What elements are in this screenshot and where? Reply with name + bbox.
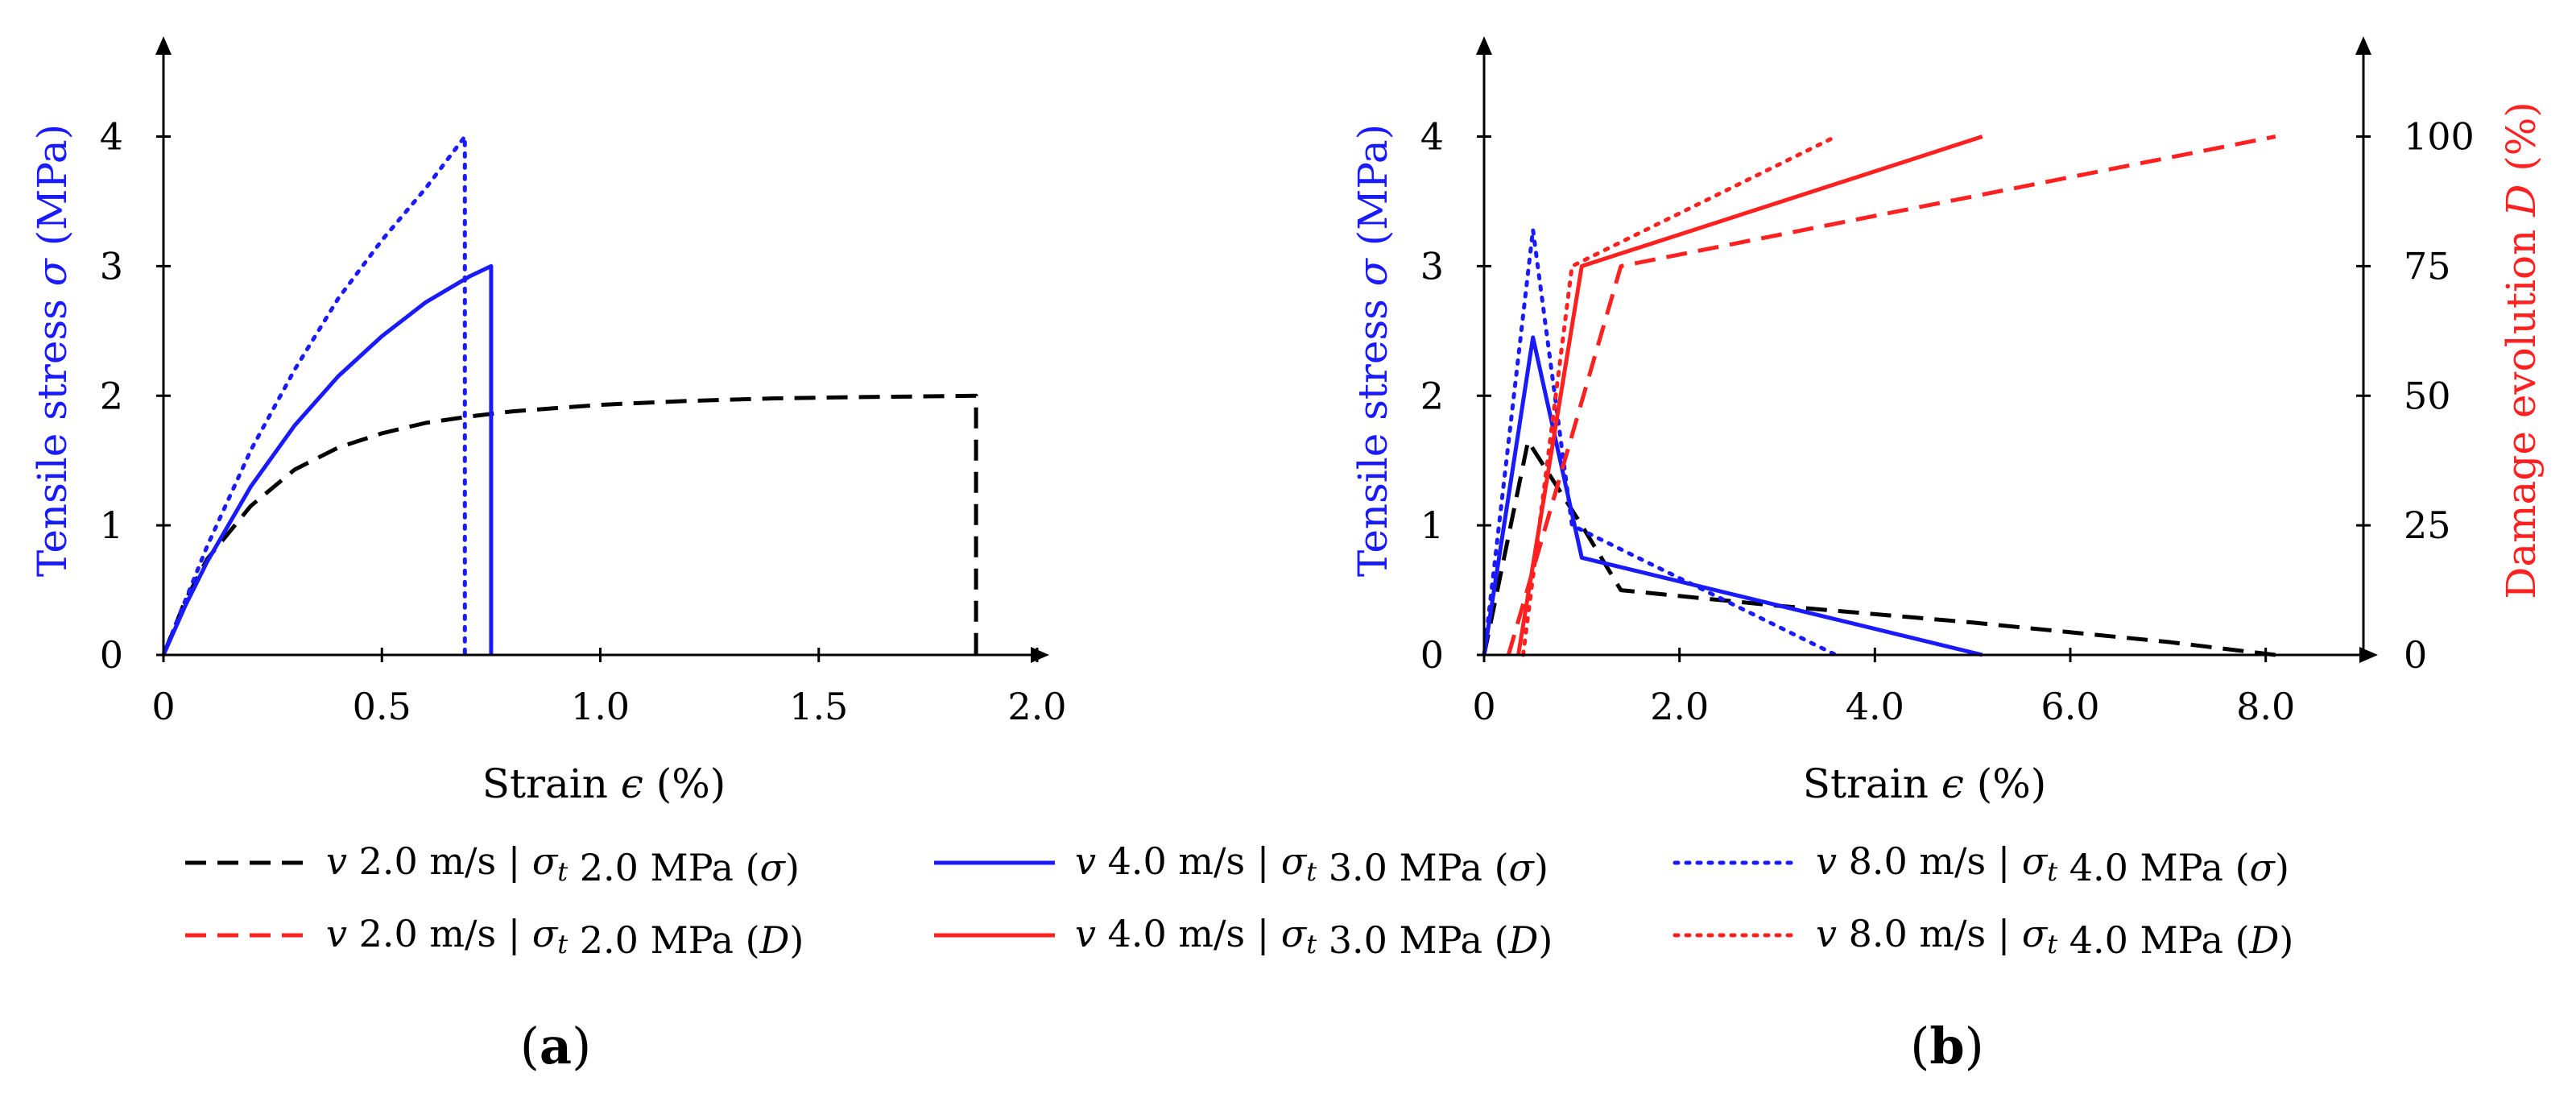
panel-a-x-tick-label: 1.5 (789, 685, 848, 728)
panel-a-y-tick-label: 1 (100, 503, 123, 547)
panel-a-y-tick-label: 4 (100, 115, 123, 159)
panel-a-ticks: 0 0.5 1.0 1.5 2.0 0 1 2 3 4 (100, 115, 1067, 728)
panel-b-y-tick-label: 4 (1420, 115, 1444, 159)
panel-b-y2-tick-label: 50 (2404, 374, 2451, 417)
legend-label-6: v 8.0 m/s | σt 4.0 MPa (D) (1816, 912, 2293, 962)
panel-b-y2-tick-label: 100 (2404, 115, 2475, 159)
legend-label-1: v 2.0 m/s | σt 2.0 MPa (σ) (326, 839, 800, 889)
panel-b-series-3 (1482, 227, 1838, 657)
legend: v 2.0 m/s | σt 2.0 MPa (σ) v 4.0 m/s | σt… (185, 839, 2293, 962)
panel-b-series-5 (1516, 135, 1983, 656)
panel-b-y2-tick-label: 25 (2404, 503, 2451, 547)
panel-a-series-1 (161, 393, 978, 656)
panel-b-y2-tick-label: 75 (2404, 244, 2451, 288)
panel-a-y-tick-label: 3 (100, 244, 123, 288)
panel-a-x-axis-arrow (1031, 647, 1049, 663)
panel-a-series-layer (161, 135, 978, 657)
panel-b-x-tick-label: 8.0 (2236, 685, 2295, 728)
panel-a-y-tick-label: 2 (100, 374, 123, 417)
panel-a-y-tick-label: 0 (100, 633, 123, 677)
panel-b-x-tick-label: 2.0 (1650, 685, 1709, 728)
panel-a-series-2 (161, 263, 494, 657)
panel-b-series-layer (1482, 135, 2276, 657)
panel-b-ticks: 0 2.0 4.0 6.0 8.0 0 1 2 3 4 0 25 50 75 100 (1420, 115, 2475, 728)
caption-b: (b) (1910, 1017, 1984, 1075)
panel-b-y-tick-label: 2 (1420, 374, 1444, 417)
panel-a: 0 0.5 1.0 1.5 2.0 0 1 2 3 4 Strain ϵ (%) Tensile … (29, 36, 1067, 807)
panel-b-y-label: Tensile stress σ (MPa) (1350, 124, 1396, 577)
panel-a-x-label: Strain ϵ (%) (482, 760, 726, 807)
panel-a-y-label: Tensile stress σ (MPa) (29, 124, 76, 577)
panel-b-y-tick-label: 3 (1420, 244, 1444, 288)
panel-a-series-3 (161, 135, 467, 657)
panel-b-y2-axis-arrow (2355, 36, 2371, 55)
panel-b-series-4 (1506, 135, 2276, 656)
legend-label-2: v 4.0 m/s | σt 3.0 MPa (σ) (1075, 839, 1548, 889)
panel-b-series-1 (1482, 439, 2276, 657)
caption-a: (a) (520, 1017, 592, 1075)
panel-a-x-tick-label: 2.0 (1007, 685, 1066, 728)
panel-b-y2-tick-label: 0 (2404, 633, 2427, 677)
panel-a-x-tick-label: 0.5 (353, 685, 411, 728)
panel-b-x-label: Strain ϵ (%) (1803, 760, 2047, 807)
panel-b-y-tick-label: 1 (1420, 503, 1444, 547)
legend-label-4: v 2.0 m/s | σt 2.0 MPa (D) (326, 912, 804, 962)
panel-b-x-tick-label: 6.0 (2041, 685, 2099, 728)
panel-b-y-axis-arrow (1476, 36, 1492, 55)
panel-b-x-tick-label: 0 (1472, 685, 1495, 728)
panel-b: 0 2.0 4.0 6.0 8.0 0 1 2 3 4 0 25 50 75 100 Strain ϵ (%… (1350, 36, 2545, 807)
panel-b-x-tick-label: 4.0 (1846, 685, 1904, 728)
panel-b-y2-label: Damage evolution D (%) (2498, 102, 2545, 599)
legend-label-5: v 4.0 m/s | σt 3.0 MPa (D) (1075, 912, 1553, 962)
panel-a-x-tick-label: 0 (151, 685, 175, 728)
legend-label-3: v 8.0 m/s | σt 4.0 MPa (σ) (1816, 839, 2289, 889)
panel-a-y-axis-arrow (155, 36, 172, 55)
panel-b-series-2 (1482, 335, 1983, 657)
panel-b-series-6 (1521, 135, 1838, 657)
panel-b-y-tick-label: 0 (1420, 633, 1444, 677)
panel-a-x-tick-label: 1.0 (571, 685, 630, 728)
